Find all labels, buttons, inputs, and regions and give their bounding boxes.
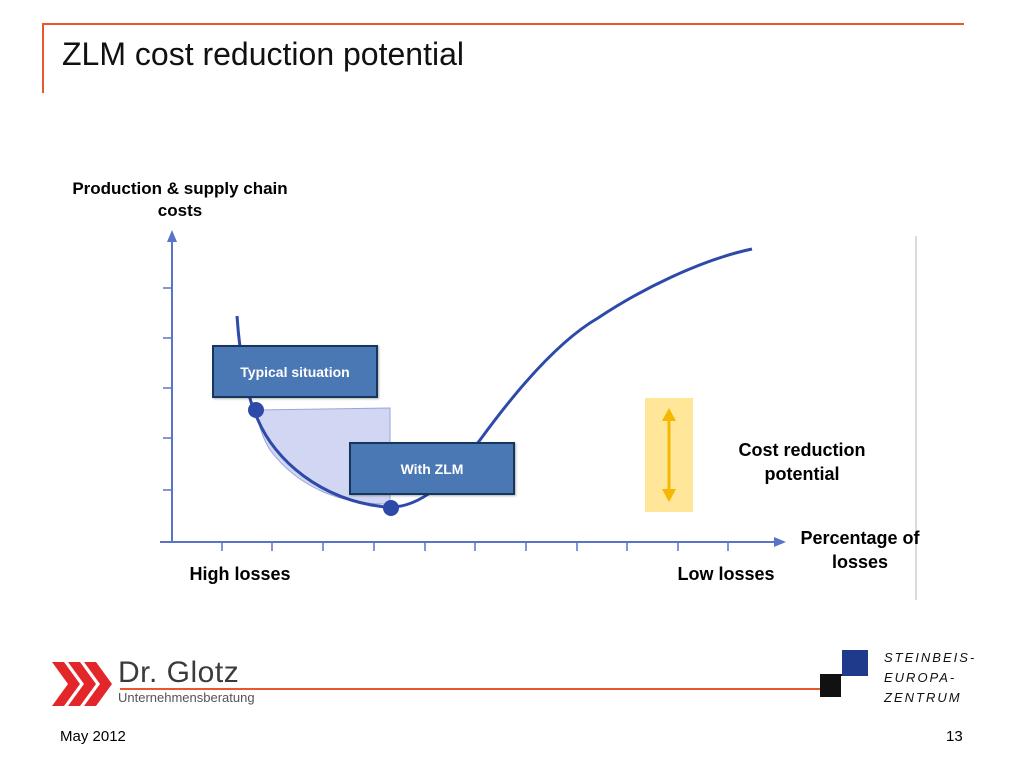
footer-date: May 2012 (60, 728, 126, 745)
brand-subtitle: Unternehmensberatung (118, 690, 255, 705)
dr-glotz-logo-icon (52, 662, 112, 706)
title-left-rule (42, 23, 44, 93)
high-losses-label: High losses (189, 564, 291, 584)
page-number: 13 (946, 728, 963, 745)
typical-situation-box: Typical situation (212, 345, 378, 398)
reduction-arrow-head-up (662, 408, 676, 421)
x-axis-ticks (221, 542, 729, 551)
x-axis-label: Percentage of losses (800, 528, 920, 572)
y-axis-arrowhead (167, 230, 177, 242)
title-top-rule (42, 23, 964, 25)
zlm-point (383, 500, 399, 516)
footer-rule (120, 688, 820, 690)
partner-name: STEINBEIS- EUROPA- ZENTRUM (884, 650, 977, 705)
y-axis-label: Production & supply chain costs (72, 179, 288, 220)
steinbeis-logo-icon (820, 650, 868, 699)
cost-reduction-label: Cost reduction potential (738, 440, 866, 484)
brand-name: Dr. Glotz (118, 656, 240, 689)
typical-point (248, 402, 264, 418)
with-zlm-box: With ZLM (349, 442, 515, 495)
y-axis-ticks (163, 287, 172, 491)
low-losses-label: Low losses (677, 564, 775, 584)
reduction-arrow-head-down (662, 489, 676, 502)
x-axis-arrowhead (774, 537, 786, 547)
slide-title: ZLM cost reduction potential (62, 36, 464, 72)
